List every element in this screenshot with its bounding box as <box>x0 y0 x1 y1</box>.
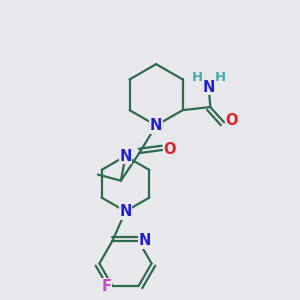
Text: N: N <box>138 233 151 248</box>
Text: F: F <box>101 279 111 294</box>
Text: N: N <box>119 148 132 164</box>
Text: N: N <box>202 80 215 94</box>
Text: H: H <box>215 71 226 84</box>
Text: O: O <box>226 113 238 128</box>
Text: N: N <box>150 118 162 133</box>
Text: N: N <box>119 204 132 219</box>
Text: O: O <box>164 142 176 158</box>
Text: H: H <box>191 71 203 84</box>
